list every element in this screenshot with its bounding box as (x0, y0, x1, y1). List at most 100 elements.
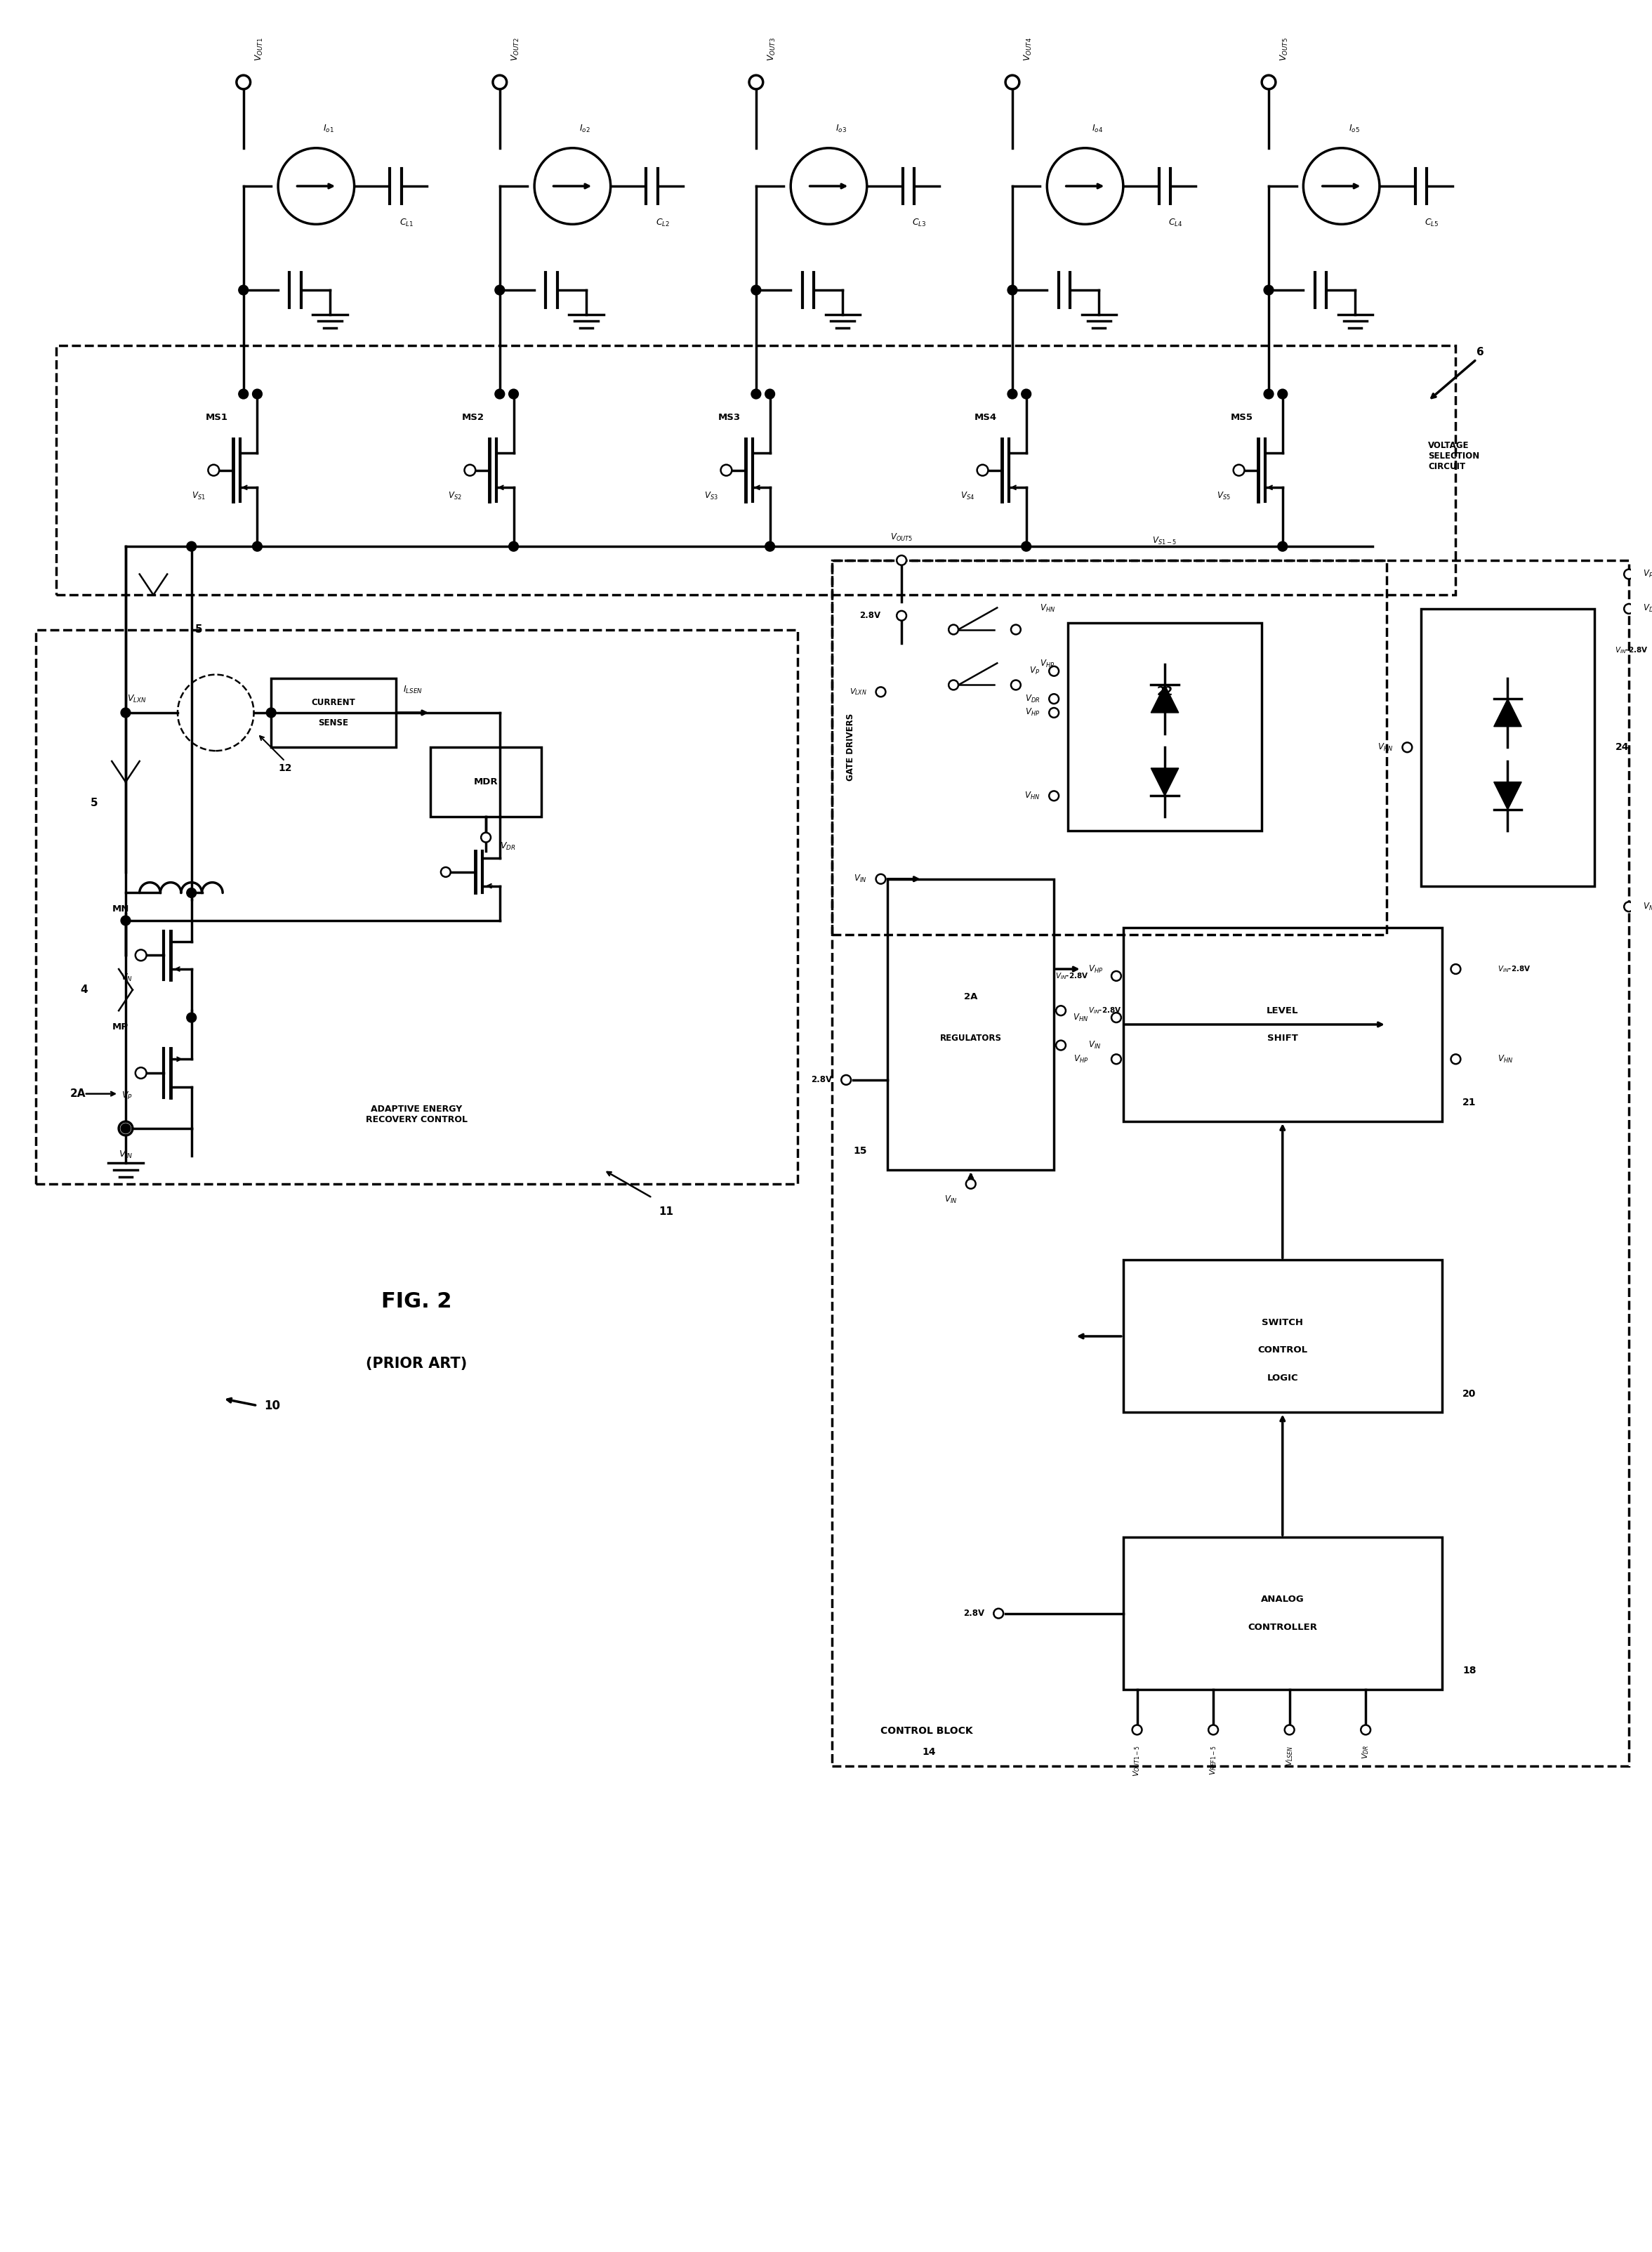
Circle shape (121, 1124, 131, 1133)
Text: 21: 21 (1462, 1097, 1477, 1108)
Circle shape (253, 390, 263, 399)
Text: $V_{S1-5}$: $V_{S1-5}$ (1153, 536, 1178, 547)
Text: 2.8V: 2.8V (811, 1076, 833, 1085)
Text: $V_{LXN}$: $V_{LXN}$ (849, 687, 867, 696)
Circle shape (1049, 790, 1059, 802)
Circle shape (1450, 1054, 1460, 1063)
Text: $V_{IN}$-2.8V: $V_{IN}$-2.8V (1056, 971, 1089, 982)
Text: $V_{IN}$-2.8V: $V_{IN}$-2.8V (1616, 646, 1649, 655)
Bar (271, 678, 396, 748)
Text: MS1: MS1 (205, 412, 228, 421)
Text: $V_{HN}$: $V_{HN}$ (1024, 790, 1041, 802)
Bar (1123, 1538, 1442, 1689)
Circle shape (1021, 540, 1031, 552)
Circle shape (238, 286, 248, 295)
Text: $V_{IN}$: $V_{IN}$ (119, 1149, 132, 1160)
Circle shape (236, 74, 251, 90)
Text: $I_{o3}$: $I_{o3}$ (836, 124, 847, 135)
Circle shape (1264, 390, 1274, 399)
Text: $V_{HP}$: $V_{HP}$ (1026, 707, 1041, 718)
Circle shape (509, 540, 519, 552)
Text: 5: 5 (91, 797, 97, 808)
Circle shape (187, 1013, 197, 1022)
Text: $V_{S2}$: $V_{S2}$ (448, 491, 461, 502)
Circle shape (135, 950, 147, 962)
Text: 2.8V: 2.8V (963, 1608, 985, 1617)
Circle shape (464, 464, 476, 475)
Text: SHIFT: SHIFT (1267, 1034, 1298, 1043)
Circle shape (876, 687, 885, 696)
Circle shape (1277, 540, 1287, 552)
Text: $V_{HP}$: $V_{HP}$ (1089, 964, 1104, 975)
Circle shape (1262, 74, 1275, 90)
Text: 5: 5 (195, 624, 203, 635)
Circle shape (1056, 1007, 1066, 1016)
Circle shape (1049, 694, 1059, 703)
Circle shape (976, 464, 988, 475)
Circle shape (948, 624, 958, 635)
Text: $V_P$: $V_P$ (122, 1090, 132, 1101)
Circle shape (441, 867, 451, 876)
Bar (431, 748, 542, 817)
Text: $V_N$: $V_N$ (1642, 901, 1652, 912)
Text: $V_{S4}$: $V_{S4}$ (960, 491, 975, 502)
Text: $V_{DR}$: $V_{DR}$ (1026, 694, 1041, 705)
Circle shape (752, 390, 762, 399)
Text: MS5: MS5 (1231, 412, 1254, 421)
Text: $V_{IN}$-2.8V: $V_{IN}$-2.8V (1089, 1007, 1122, 1016)
Circle shape (1277, 390, 1287, 399)
Text: $V_P$: $V_P$ (1642, 570, 1652, 579)
Text: $V_{OUT3}$: $V_{OUT3}$ (767, 38, 776, 61)
Text: 14: 14 (922, 1748, 937, 1757)
Circle shape (765, 390, 775, 399)
Circle shape (1112, 1013, 1122, 1022)
Text: 2.8V: 2.8V (859, 610, 881, 619)
Text: $V_{DR}$: $V_{DR}$ (501, 840, 515, 851)
Text: $V_{DR}$: $V_{DR}$ (1361, 1745, 1371, 1759)
Text: ANALOG: ANALOG (1260, 1594, 1303, 1603)
Circle shape (748, 74, 763, 90)
Circle shape (876, 874, 885, 883)
Circle shape (1049, 667, 1059, 676)
Text: $V_{S3}$: $V_{S3}$ (704, 491, 719, 502)
Circle shape (208, 464, 220, 475)
Text: $I_{o4}$: $I_{o4}$ (1092, 124, 1104, 135)
Text: CONTROLLER: CONTROLLER (1247, 1624, 1317, 1633)
Circle shape (492, 74, 507, 90)
Text: $V_{IN}$: $V_{IN}$ (943, 1194, 957, 1205)
Text: $V_N$: $V_N$ (121, 973, 132, 984)
Text: 10: 10 (264, 1398, 281, 1412)
Bar (1123, 928, 1442, 1121)
Circle shape (481, 833, 491, 842)
Circle shape (1008, 286, 1018, 295)
Circle shape (135, 1067, 147, 1079)
Text: $V_{OUT5}$: $V_{OUT5}$ (1279, 38, 1290, 61)
Text: 11: 11 (659, 1207, 674, 1216)
Text: 6: 6 (1477, 347, 1483, 358)
Bar (833, 561, 1386, 935)
Text: $C_{L5}$: $C_{L5}$ (1424, 216, 1439, 227)
Polygon shape (1151, 768, 1178, 795)
Circle shape (1361, 1725, 1371, 1734)
Text: $V_{HN}$: $V_{HN}$ (1041, 604, 1056, 615)
Circle shape (187, 540, 197, 552)
Text: 18: 18 (1462, 1666, 1477, 1675)
Text: $V_{IN}$-2.8V: $V_{IN}$-2.8V (1497, 964, 1531, 973)
Circle shape (1234, 464, 1244, 475)
Text: $V_P$: $V_P$ (1029, 667, 1041, 676)
Circle shape (119, 1121, 132, 1135)
Text: $C_{L1}$: $C_{L1}$ (400, 216, 413, 227)
Text: 12: 12 (278, 763, 292, 772)
Text: 2A: 2A (71, 1088, 86, 1099)
Circle shape (1624, 901, 1634, 912)
Circle shape (1056, 1040, 1066, 1049)
Text: MS2: MS2 (461, 412, 484, 421)
Text: $V_{HN}$: $V_{HN}$ (1378, 743, 1393, 752)
Circle shape (752, 286, 762, 295)
Circle shape (897, 610, 907, 622)
Circle shape (1011, 624, 1021, 635)
Circle shape (121, 917, 131, 926)
Circle shape (187, 887, 197, 899)
Text: $V_{HN}$: $V_{HN}$ (1497, 1054, 1513, 1065)
Circle shape (1624, 604, 1634, 613)
